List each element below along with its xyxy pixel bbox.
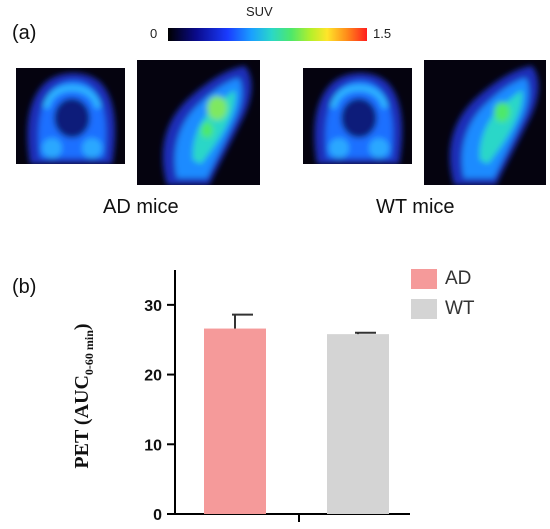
colorbar-title: SUV [246, 4, 273, 19]
ad-sagittal-pet-image [137, 60, 260, 185]
y-tick-label: 10 [144, 437, 162, 454]
wt-sagittal-pet-image [424, 60, 546, 185]
legend-swatch-wt [411, 299, 437, 319]
legend-swatch-ad [411, 269, 437, 289]
panel-b-label: (b) [12, 276, 37, 298]
ad-coronal-pet-image [16, 68, 125, 164]
legend-label-wt: WT [445, 298, 475, 319]
legend-item-wt: WT [411, 298, 475, 320]
legend-label-ad: AD [445, 268, 472, 289]
legend-item-ad: AD [411, 268, 471, 290]
colorbar-min-label: 0 [150, 26, 158, 41]
ad-mice-label: AD mice [103, 196, 179, 218]
bar-wt [327, 334, 389, 514]
suv-colorbar [168, 28, 367, 41]
wt-coronal-pet-image [303, 68, 412, 164]
wt-mice-label: WT mice [376, 196, 455, 218]
panel-a-label: (a) [12, 22, 37, 44]
y-tick-label: 0 [153, 507, 162, 524]
y-tick-label: 30 [144, 298, 162, 315]
y-tick-label: 20 [144, 368, 162, 385]
bar-ad [204, 328, 266, 514]
colorbar-max-label: 1.5 [373, 26, 392, 41]
bar-chart: 0 10 20 30 [144, 270, 410, 524]
